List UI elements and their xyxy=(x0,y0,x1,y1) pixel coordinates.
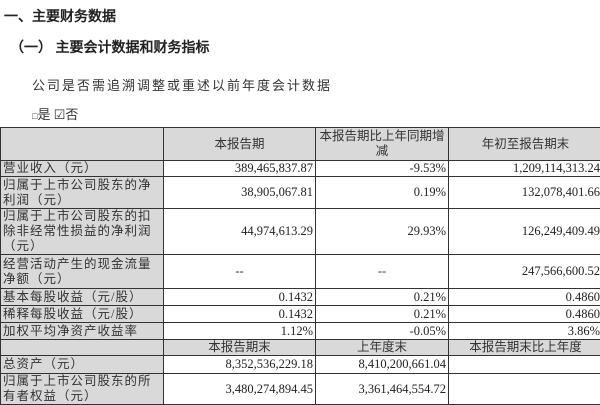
cell-value: 1.12% xyxy=(164,323,316,340)
financial-data-table: 本报告期本报告期比上年同期增减年初至报告期末营业收入（元）389,465,837… xyxy=(0,127,600,405)
restatement-question: 公司是否需追溯调整或重述以前年度会计数据 xyxy=(32,75,332,94)
column-header xyxy=(1,340,164,356)
cell-value: 0.1432 xyxy=(164,289,316,306)
cell-value: 29.93% xyxy=(316,209,449,255)
cell-value: 0.1432 xyxy=(164,306,316,323)
cell-value: 0.21% xyxy=(316,306,449,323)
column-header xyxy=(1,128,164,161)
option-no: 否 xyxy=(65,107,78,122)
cell-value: 0.19% xyxy=(316,177,449,209)
restatement-options: □是 ☑否 xyxy=(32,104,78,123)
cell-value: -- xyxy=(164,255,316,289)
checked-box-icon: ☑ xyxy=(54,107,66,122)
column-header: 本报告期 xyxy=(164,128,316,161)
section-heading: 一、主要财务数据 xyxy=(4,6,116,26)
row-label: 加权平均净资产收益率 xyxy=(1,323,164,340)
row-label: 归属于上市公司股东的扣除非经常性损益的净利润（元） xyxy=(1,209,164,255)
cell-value: 3.86% xyxy=(449,323,600,340)
cell-value: 126,249,409.49 xyxy=(449,209,600,255)
cell-value: 132,078,401.66 xyxy=(449,177,600,209)
subsection-heading: （一） 主要会计数据和财务指标 xyxy=(10,37,210,57)
option-yes: 是 xyxy=(37,107,50,122)
column-header: 本报告期比上年同期增减 xyxy=(316,128,449,161)
cell-value: -9.53% xyxy=(316,161,449,177)
cell-value: 0.4860 xyxy=(449,289,600,306)
column-header: 上年度末 xyxy=(316,340,449,356)
cell-value: 389,465,837.87 xyxy=(164,161,316,177)
row-label: 归属于上市公司股东的净利润（元） xyxy=(1,177,164,209)
cell-value: -- xyxy=(316,255,449,289)
row-label: 总资产（元） xyxy=(1,356,164,374)
table-row: 营业收入（元）389,465,837.87-9.53%1,209,114,313… xyxy=(1,161,600,177)
cell-value: -0.05% xyxy=(316,323,449,340)
table-row: 经营活动产生的现金流量净额（元）----247,566,600.52 xyxy=(1,255,600,289)
row-label: 基本每股收益（元/股） xyxy=(1,289,164,306)
row-label: 经营活动产生的现金流量净额（元） xyxy=(1,255,164,289)
column-header: 本报告期末 xyxy=(164,340,316,356)
cell-value: 1,209,114,313.24 xyxy=(449,161,600,177)
column-header: 年初至报告期末 xyxy=(449,128,600,161)
row-label: 稀释每股收益（元/股） xyxy=(1,306,164,323)
table-header-row: 本报告期末上年度末本报告期末比上年度 xyxy=(1,340,600,356)
cell-value: 247,566,600.52 xyxy=(449,255,600,289)
cell-value: 8,352,536,229.18 xyxy=(164,356,316,374)
cell-value: 0.4860 xyxy=(449,306,600,323)
cell-value: 8,410,200,661.04 xyxy=(316,356,449,374)
cell-value: 44,974,613.29 xyxy=(164,209,316,255)
row-label: 营业收入（元） xyxy=(1,161,164,177)
cell-value: 38,905,067.81 xyxy=(164,177,316,209)
table-header-row: 本报告期本报告期比上年同期增减年初至报告期末 xyxy=(1,128,600,161)
column-header: 本报告期末比上年度 xyxy=(449,340,600,356)
cell-value xyxy=(449,356,600,374)
cell-value: 0.21% xyxy=(316,289,449,306)
